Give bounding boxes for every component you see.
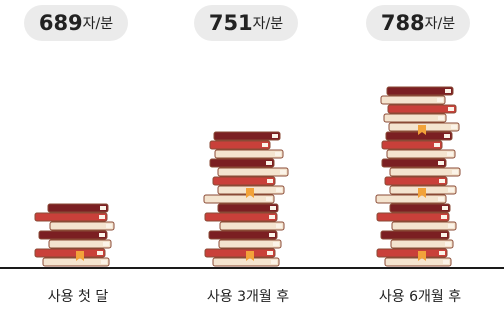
book-page <box>434 143 440 147</box>
book <box>35 213 107 221</box>
book <box>218 168 288 176</box>
value-number: 751 <box>209 11 253 35</box>
value-unit: 자/분 <box>253 16 284 32</box>
book-page <box>270 206 276 210</box>
x-tick-label: 사용 3개월 후 <box>207 289 289 305</box>
book <box>377 213 449 221</box>
book-stack <box>204 132 288 266</box>
book <box>210 159 274 167</box>
book-page <box>443 260 449 264</box>
book-page <box>438 116 444 120</box>
book <box>205 213 277 221</box>
book-page <box>441 215 447 219</box>
value-unit: 자/분 <box>425 16 456 32</box>
book-page <box>445 89 451 93</box>
value-unit: 자/분 <box>83 16 114 32</box>
book-page <box>103 242 109 246</box>
book-page <box>269 233 275 237</box>
book-page <box>272 134 278 138</box>
book-stack <box>376 87 460 266</box>
book-page <box>439 179 445 183</box>
book-page <box>266 197 272 201</box>
book <box>219 240 281 248</box>
book <box>391 240 453 248</box>
book-stack <box>35 204 114 266</box>
book <box>213 177 275 185</box>
book <box>377 249 447 257</box>
book <box>387 150 455 158</box>
book <box>392 222 456 230</box>
chart: 689자/분사용 첫 달751자/분사용 3개월 후788자/분사용 6개월 후 <box>0 0 504 310</box>
book-page <box>99 233 105 237</box>
book-page <box>451 125 457 129</box>
book <box>388 105 456 113</box>
book-page <box>442 206 448 210</box>
book <box>384 114 446 122</box>
book <box>35 249 105 257</box>
book-page <box>276 224 282 228</box>
book-page <box>106 224 112 228</box>
book-page <box>276 188 282 192</box>
book <box>214 132 280 140</box>
book <box>49 240 111 248</box>
book-page <box>99 215 105 219</box>
book-page <box>271 260 277 264</box>
book <box>205 249 275 257</box>
book-page <box>438 161 444 165</box>
book <box>390 168 460 176</box>
value-number: 788 <box>381 11 425 35</box>
book <box>39 231 107 239</box>
book-page <box>266 161 272 165</box>
book <box>385 177 447 185</box>
x-tick-label: 사용 첫 달 <box>48 289 109 305</box>
value-number: 689 <box>39 11 83 35</box>
book <box>204 195 274 203</box>
book-page <box>439 251 445 255</box>
book-page <box>437 98 443 102</box>
book-page <box>445 242 451 246</box>
book <box>209 231 277 239</box>
book <box>50 222 114 230</box>
book <box>382 141 442 149</box>
book <box>382 159 446 167</box>
book <box>215 150 283 158</box>
book-page <box>441 233 447 237</box>
book-page <box>267 179 273 183</box>
book <box>390 204 450 212</box>
book-page <box>101 260 107 264</box>
book-page <box>447 152 453 156</box>
book-page <box>444 134 450 138</box>
book-page <box>269 215 275 219</box>
book-page <box>452 170 458 174</box>
book <box>48 204 108 212</box>
book-page <box>438 197 444 201</box>
book-page <box>100 206 106 210</box>
book-page <box>267 251 273 255</box>
book-page <box>262 143 268 147</box>
book <box>210 141 270 149</box>
book <box>381 231 449 239</box>
book <box>381 96 445 104</box>
book-page <box>448 188 454 192</box>
book <box>387 87 453 95</box>
book-page <box>97 251 103 255</box>
book-page <box>275 152 281 156</box>
x-tick-label: 사용 6개월 후 <box>379 289 461 305</box>
book-page <box>448 107 454 111</box>
book <box>220 222 284 230</box>
book-page <box>273 242 279 246</box>
book <box>376 195 446 203</box>
book-page <box>448 224 454 228</box>
book-page <box>280 170 286 174</box>
book <box>218 204 278 212</box>
